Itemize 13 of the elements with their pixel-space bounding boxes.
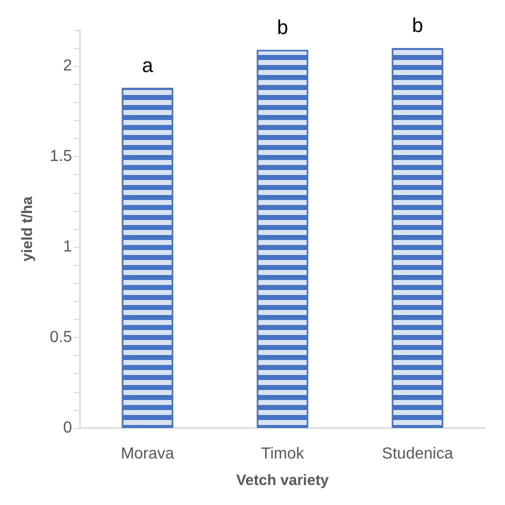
y-tick-label: 1.5: [50, 148, 72, 166]
y-axis-title: yield t/ha: [19, 196, 36, 262]
annotation: a: [142, 54, 154, 77]
y-tick-label: 0.5: [50, 329, 72, 346]
x-tick-label: Timok: [261, 446, 305, 462]
x-tick-label: Morava: [120, 446, 174, 462]
annotation: b: [276, 16, 288, 39]
x-tick-label: Studenica: [382, 446, 454, 462]
y-tick-label: 1: [63, 238, 72, 256]
annotation: b: [412, 15, 424, 38]
y-tick-label: 2: [63, 58, 72, 75]
x-axis-title: Vetch variety: [236, 472, 330, 489]
y-tick-label: 0: [63, 420, 72, 436]
